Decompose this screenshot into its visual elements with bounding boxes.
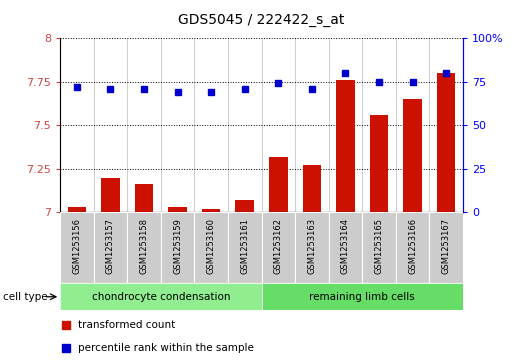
Text: GSM1253163: GSM1253163 bbox=[308, 218, 316, 274]
Bar bbox=[60, 212, 94, 283]
Bar bbox=[202, 209, 220, 212]
Bar bbox=[328, 212, 362, 283]
Text: GSM1253165: GSM1253165 bbox=[374, 218, 383, 274]
Bar bbox=[195, 212, 228, 283]
Bar bbox=[370, 115, 388, 212]
Text: GSM1253166: GSM1253166 bbox=[408, 218, 417, 274]
Text: chondrocyte condensation: chondrocyte condensation bbox=[92, 292, 230, 302]
Bar bbox=[127, 212, 161, 283]
Text: remaining limb cells: remaining limb cells bbox=[309, 292, 415, 302]
Text: GSM1253161: GSM1253161 bbox=[240, 218, 249, 274]
Bar bbox=[135, 184, 153, 212]
Bar bbox=[101, 178, 120, 212]
Bar bbox=[362, 212, 396, 283]
Bar bbox=[429, 212, 463, 283]
Bar bbox=[94, 212, 127, 283]
Bar bbox=[262, 212, 295, 283]
Bar bbox=[235, 200, 254, 212]
Text: GDS5045 / 222422_s_at: GDS5045 / 222422_s_at bbox=[178, 13, 345, 27]
Text: cell type: cell type bbox=[3, 292, 47, 302]
Bar bbox=[161, 212, 195, 283]
Bar bbox=[303, 165, 321, 212]
Text: GSM1253156: GSM1253156 bbox=[72, 218, 82, 274]
Text: GSM1253159: GSM1253159 bbox=[173, 219, 182, 274]
Text: GSM1253162: GSM1253162 bbox=[274, 218, 283, 274]
Bar bbox=[269, 156, 288, 212]
Text: transformed count: transformed count bbox=[78, 321, 176, 330]
Bar bbox=[403, 99, 422, 212]
Text: GSM1253167: GSM1253167 bbox=[441, 218, 451, 274]
Text: GSM1253160: GSM1253160 bbox=[207, 218, 215, 274]
Bar bbox=[437, 73, 456, 212]
Bar bbox=[396, 212, 429, 283]
Text: GSM1253157: GSM1253157 bbox=[106, 218, 115, 274]
Bar bbox=[295, 212, 328, 283]
Text: GSM1253164: GSM1253164 bbox=[341, 218, 350, 274]
Text: GSM1253158: GSM1253158 bbox=[140, 218, 149, 274]
Bar bbox=[168, 207, 187, 212]
Bar bbox=[67, 207, 86, 212]
Bar bbox=[336, 80, 355, 212]
Bar bbox=[60, 283, 262, 310]
Bar bbox=[228, 212, 262, 283]
Bar bbox=[262, 283, 463, 310]
Text: percentile rank within the sample: percentile rank within the sample bbox=[78, 343, 254, 352]
